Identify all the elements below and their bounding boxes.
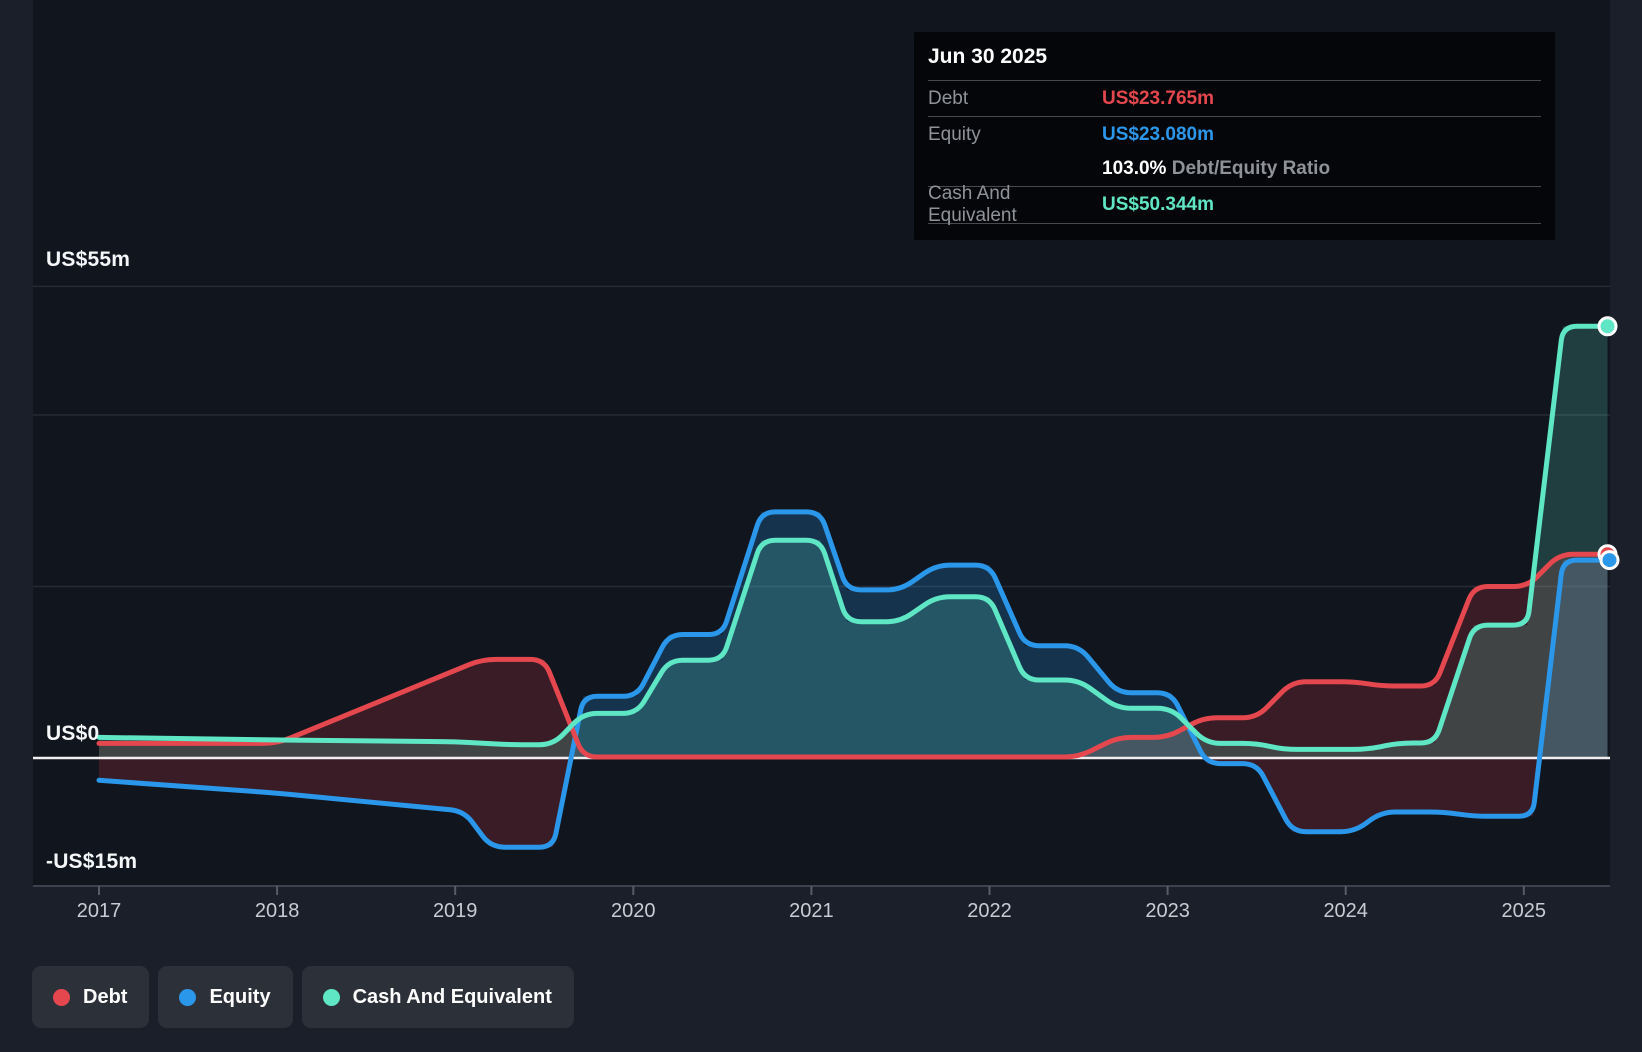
x-axis-label: 2024 [1323, 900, 1368, 922]
tooltip-row-ratio: 103.0% Debt/Equity Ratio [928, 152, 1541, 187]
tooltip-equity-label: Equity [928, 123, 981, 145]
tooltip-cash-value: US$50.344m [1102, 194, 1214, 215]
ratio-caption: Debt/Equity Ratio [1171, 158, 1331, 179]
debt-area [99, 554, 1608, 758]
tooltip-equity-value: US$23.080m [1102, 123, 1214, 145]
legend: Debt Equity Cash And Equivalent [32, 966, 583, 1028]
x-axis-label: 2018 [255, 900, 300, 922]
tooltip-debt-value: US$23.765m [1102, 87, 1214, 109]
cash-dot-icon [322, 988, 340, 1006]
y-axis-label-top: US$55m [46, 248, 131, 271]
cash-and-equivalent-endpoint-marker [1597, 316, 1618, 337]
equity-endpoint-marker [1599, 550, 1620, 571]
legend-item-debt[interactable]: Debt [32, 966, 150, 1028]
cash-and-equivalent-area [99, 326, 1608, 758]
x-axis-label: 2020 [611, 900, 656, 922]
equity-area [571, 511, 1204, 758]
legend-label-debt: Debt [83, 985, 128, 1008]
legend-label-cash: Cash And Equivalent [352, 985, 552, 1008]
tooltip-row-cash: Cash And Equivalent US$50.344m [928, 183, 1541, 226]
equity-area [1539, 560, 1608, 758]
tooltip-row-debt: Debt US$23.765m [928, 81, 1541, 117]
y-axis-label-bottom: -US$15m [46, 850, 138, 873]
tooltip-cash-label: Cash And Equivalent [928, 183, 1017, 226]
ratio-percent: 103.0% [1102, 158, 1167, 179]
x-axis-label: 2021 [789, 900, 834, 922]
tooltip-date: Jun 30 2025 [928, 32, 1541, 81]
x-axis-label: 2022 [967, 900, 1012, 922]
x-axis-label: 2023 [1145, 900, 1190, 922]
x-axis-label: 2019 [433, 900, 478, 922]
cash-and-equivalent-line [96, 323, 1610, 752]
debt-line [96, 551, 1610, 760]
legend-label-equity: Equity [209, 985, 271, 1008]
equity-dot-icon [179, 988, 197, 1006]
equity-line [96, 509, 1610, 850]
x-axis-label: 2017 [77, 900, 122, 922]
tooltip-row-equity: Equity US$23.080m [928, 117, 1541, 152]
legend-item-cash[interactable]: Cash And Equivalent [301, 966, 574, 1028]
debt-dot-icon [53, 988, 70, 1006]
hover-tooltip: Jun 30 2025 Debt US$23.765m Equity US$23… [914, 32, 1555, 240]
tooltip-debt-label: Debt [928, 87, 969, 109]
x-axis-label: 2025 [1502, 900, 1547, 922]
legend-item-equity[interactable]: Equity [158, 966, 293, 1028]
tooltip-ratio-value: 103.0% Debt/Equity Ratio [1102, 158, 1330, 180]
y-axis-label-zero: US$0 [46, 722, 100, 745]
equity-area [99, 758, 571, 848]
